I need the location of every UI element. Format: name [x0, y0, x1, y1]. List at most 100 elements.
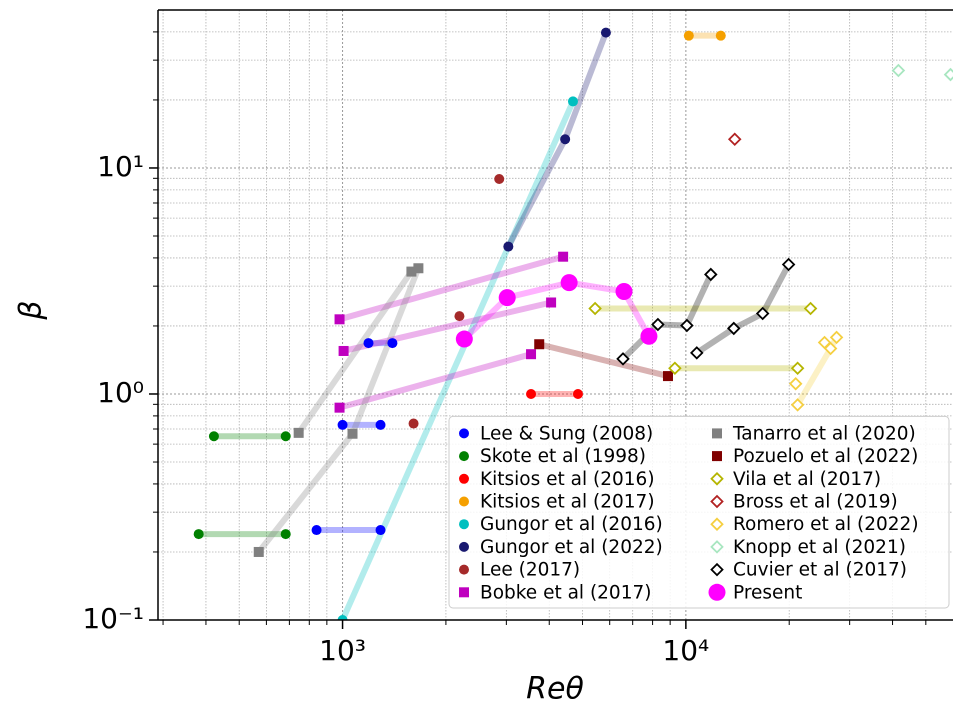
legend-marker: [459, 473, 469, 484]
legend-marker: [712, 451, 722, 462]
point: [375, 525, 386, 536]
point: [413, 263, 424, 274]
point: [616, 352, 630, 366]
point: [790, 398, 805, 412]
legend-label: Lee & Sung (2008): [480, 423, 653, 444]
point: [526, 388, 537, 399]
point: [755, 306, 770, 321]
legend-label: Knopp et al (2021): [733, 537, 906, 558]
point: [494, 173, 505, 184]
point: [943, 67, 953, 82]
point: [790, 361, 805, 376]
y-tick-label: 10¹: [97, 150, 144, 183]
series-line: [620, 261, 792, 362]
legend-label: Lee (2017): [480, 560, 580, 581]
series-line: [195, 433, 289, 538]
legend-marker: [459, 564, 469, 575]
legend-label: Kitsios et al (2017): [480, 492, 655, 513]
point: [337, 615, 348, 620]
point: [387, 338, 398, 349]
point: [546, 297, 557, 308]
point: [668, 361, 682, 376]
legend-label: Romero et al (2022): [733, 514, 919, 535]
legend-label: Cuvier et al (2017): [733, 560, 907, 581]
legend-label: Bobke et al (2017): [480, 582, 651, 603]
point: [208, 431, 219, 442]
legend-marker: [459, 541, 469, 552]
point: [280, 431, 291, 442]
point: [572, 388, 583, 399]
point: [715, 30, 726, 41]
legend-marker: [712, 428, 722, 439]
x-tick-label: 10³: [319, 634, 366, 667]
legend-label: Bross et al (2019): [733, 492, 898, 513]
series-line: [536, 341, 671, 380]
point: [891, 63, 906, 78]
point: [781, 257, 796, 272]
point: [534, 339, 545, 350]
point: [280, 529, 291, 540]
x-axis-label: Reθ: [526, 672, 584, 707]
legend-label: Gungor et al (2016): [480, 514, 663, 535]
point: [498, 289, 516, 307]
point: [454, 311, 465, 322]
point: [823, 341, 838, 356]
legend-marker: [459, 451, 469, 462]
y-axis-label: β: [14, 300, 49, 320]
legend-marker: [710, 540, 724, 554]
point: [311, 525, 322, 536]
legend-label: Present: [733, 582, 802, 603]
legend-marker: [459, 496, 469, 507]
point: [829, 330, 844, 345]
point: [293, 427, 304, 438]
legend-marker: [710, 562, 724, 577]
plot-area: [193, 27, 953, 620]
legend-label: Kitsios et al (2016): [480, 469, 655, 490]
legend-marker: [710, 517, 724, 531]
point: [727, 321, 741, 336]
point: [334, 314, 345, 325]
y-tick-label: 10⁰: [97, 376, 144, 409]
legend-marker: [459, 587, 469, 598]
x-tick-label: 10⁴: [662, 634, 709, 667]
legend-marker: [459, 428, 469, 439]
legend-label: Gungor et al (2022): [480, 537, 663, 558]
point: [588, 301, 602, 316]
point: [455, 330, 473, 348]
point: [704, 267, 718, 282]
point: [526, 349, 537, 360]
legend-label: Tanarro et al (2020): [732, 423, 916, 444]
point: [690, 346, 704, 360]
y-tick-label: 10⁻¹: [82, 602, 144, 635]
point: [680, 318, 694, 333]
series-line: [592, 305, 814, 372]
point: [727, 132, 742, 147]
point: [338, 345, 349, 356]
point: [347, 428, 358, 439]
point: [567, 96, 578, 107]
legend-marker: [708, 583, 726, 601]
point: [337, 419, 348, 430]
point: [788, 376, 803, 391]
axes: 10³ 10⁴ 10⁻¹ 10⁰ 10¹: [82, 9, 953, 667]
point: [600, 27, 611, 38]
legend-label: Pozuelo et al (2022): [733, 446, 918, 467]
legend-label: Skote et al (1998): [480, 446, 646, 467]
point: [408, 418, 419, 429]
point: [334, 402, 345, 413]
legend-marker: [459, 519, 469, 530]
point: [662, 371, 673, 382]
legend: Lee & Sung (2008)Skote et al (1998)Kitsi…: [448, 415, 950, 609]
legend-marker: [710, 472, 724, 486]
point: [558, 251, 569, 262]
point: [803, 301, 818, 316]
point: [560, 134, 571, 145]
point: [651, 317, 665, 332]
point: [560, 274, 578, 292]
point: [683, 30, 694, 41]
point: [363, 338, 374, 349]
point: [640, 327, 658, 345]
point: [375, 419, 386, 430]
point: [615, 283, 633, 301]
